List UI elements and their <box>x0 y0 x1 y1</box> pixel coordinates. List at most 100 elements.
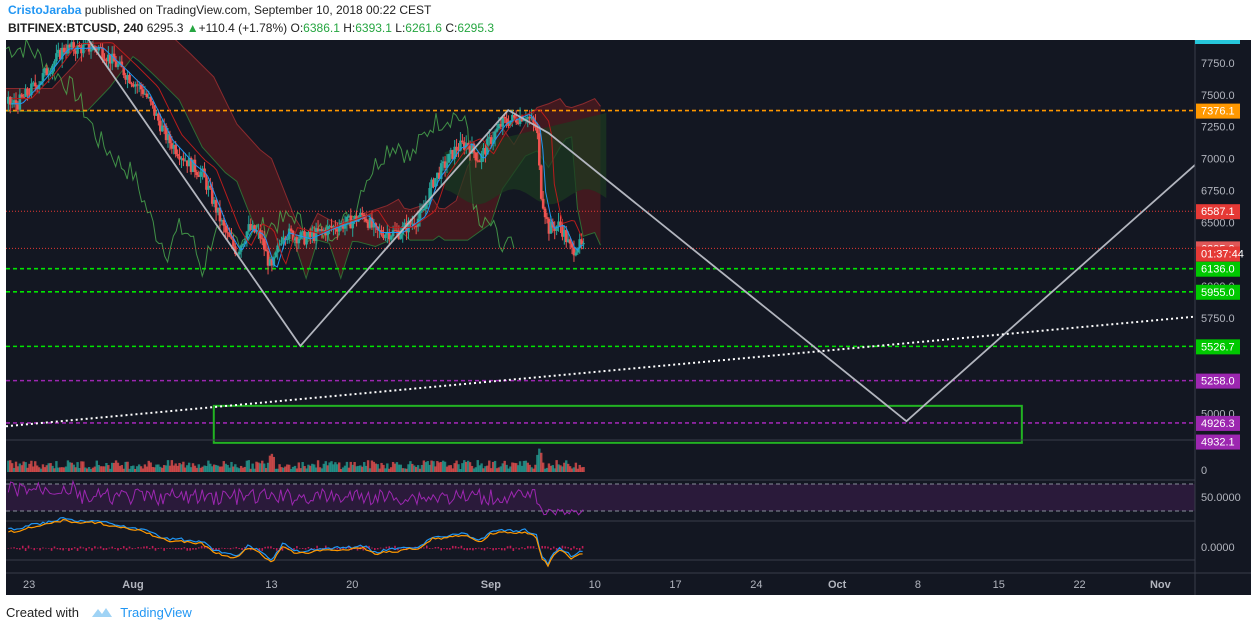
cloud-area <box>6 40 601 279</box>
macd-histogram-bar <box>241 548 243 550</box>
candle-body <box>241 243 245 246</box>
candle-body <box>353 216 356 222</box>
candle-body <box>12 100 16 103</box>
volume-bar <box>511 462 514 472</box>
volume-bar <box>463 460 466 472</box>
candle-body <box>303 231 306 245</box>
candle-body <box>24 88 27 97</box>
candle-body <box>114 61 118 67</box>
volume-bar <box>378 468 381 472</box>
candle-body <box>291 231 295 241</box>
macd-histogram-bar <box>166 548 168 549</box>
candle-body <box>582 243 585 245</box>
candle-body <box>455 146 458 151</box>
candle-body <box>289 228 293 232</box>
volume-bar <box>232 466 235 472</box>
macd-histogram-bar <box>339 548 341 551</box>
macd-histogram-bar <box>342 548 344 550</box>
symbol-line: BITFINEX:BTCUSD, 240 6295.3 ▲+110.4 (+1.… <box>8 21 494 35</box>
time-axis: 23 Aug 13 20 Sep 10 17 24 Oct 8 15 22 Nov <box>6 572 1251 591</box>
volume-bar <box>214 465 218 472</box>
macd-histogram-bar <box>140 547 142 549</box>
volume-bar <box>84 467 87 472</box>
candle-body <box>349 215 353 229</box>
volume-bar <box>411 463 414 472</box>
candle-body <box>228 232 231 237</box>
candle-body <box>7 96 10 104</box>
volume-bar <box>366 460 370 472</box>
macd-histogram-bar <box>313 548 316 549</box>
symbol-name[interactable]: BITFINEX:BTCUSD, 240 <box>8 21 144 35</box>
macd-histogram-bar <box>163 548 165 551</box>
volume-bar <box>191 463 195 472</box>
volume-bar <box>349 461 352 472</box>
volume-bar <box>541 462 545 472</box>
volume-bar <box>436 461 439 472</box>
candle-body <box>459 140 462 151</box>
price-chart[interactable]: 7750.07500.07250.07000.06750.06500.06250… <box>0 40 1251 598</box>
extra-1-tag <box>1196 434 1240 450</box>
candle-body <box>45 68 49 76</box>
macd-histogram-bar <box>189 548 191 551</box>
time-tick-label: Aug <box>122 579 143 591</box>
candle-body <box>126 74 129 80</box>
candle-body <box>149 96 152 102</box>
volume-bar <box>547 463 551 472</box>
candle-body <box>209 185 212 188</box>
candle-body <box>172 144 176 149</box>
candle-body <box>218 207 222 222</box>
price-tick-label: 6750.0 <box>1201 185 1235 197</box>
macd-histogram-bar <box>365 547 367 549</box>
volume-bar <box>218 466 222 472</box>
volume-bar <box>80 461 83 472</box>
volume-bar <box>334 462 337 472</box>
candle-body <box>147 96 151 98</box>
volume-bar <box>389 467 393 472</box>
candle-body <box>32 82 35 84</box>
author-link[interactable]: CristoJaraba <box>8 3 82 17</box>
volume-bar <box>405 468 408 472</box>
candle-body <box>207 185 210 190</box>
candle-body <box>97 47 101 51</box>
macd-histogram-bar <box>137 547 139 549</box>
volume-bar <box>164 465 168 472</box>
volume-bar <box>424 462 428 472</box>
candle-body <box>347 215 351 217</box>
candle-body <box>393 230 397 232</box>
price-axis: 7750.07500.07250.07000.06750.06500.06250… <box>1194 40 1251 595</box>
candle-body <box>247 224 251 232</box>
volume-bar <box>293 465 297 472</box>
volume-bar <box>35 465 39 472</box>
candle-body <box>497 123 501 129</box>
macd-histogram-bar <box>368 545 370 549</box>
volume-bar <box>186 465 189 472</box>
candle-body <box>268 259 272 266</box>
volume-bar <box>401 468 404 472</box>
tradingview-brand-link[interactable]: TradingView <box>120 605 192 620</box>
candle-body <box>282 237 285 244</box>
volume-bar <box>503 460 506 472</box>
volume-bar <box>249 468 252 472</box>
volume-bar <box>482 468 485 472</box>
level-6-tag <box>1196 373 1240 389</box>
volume-bar <box>418 468 422 472</box>
macd-line <box>8 517 583 566</box>
candle-body <box>453 146 456 159</box>
macd-histogram-bar <box>425 545 428 549</box>
volume-bar <box>301 462 304 472</box>
rsi-line <box>7 479 584 516</box>
volume-bar <box>478 465 481 472</box>
candle-body <box>549 221 553 234</box>
candle-body <box>187 158 191 167</box>
volume-bar <box>114 460 118 472</box>
volume-bar <box>89 468 93 472</box>
macd-histogram-bar <box>379 547 382 549</box>
volume-bar <box>151 466 154 472</box>
macd-histogram-bar <box>226 548 229 549</box>
candle-body <box>391 230 395 236</box>
candle-body <box>214 199 218 213</box>
volume-bar <box>53 468 56 472</box>
volume-bar <box>253 468 256 472</box>
candle-body <box>272 257 276 266</box>
candle-body <box>491 139 495 144</box>
